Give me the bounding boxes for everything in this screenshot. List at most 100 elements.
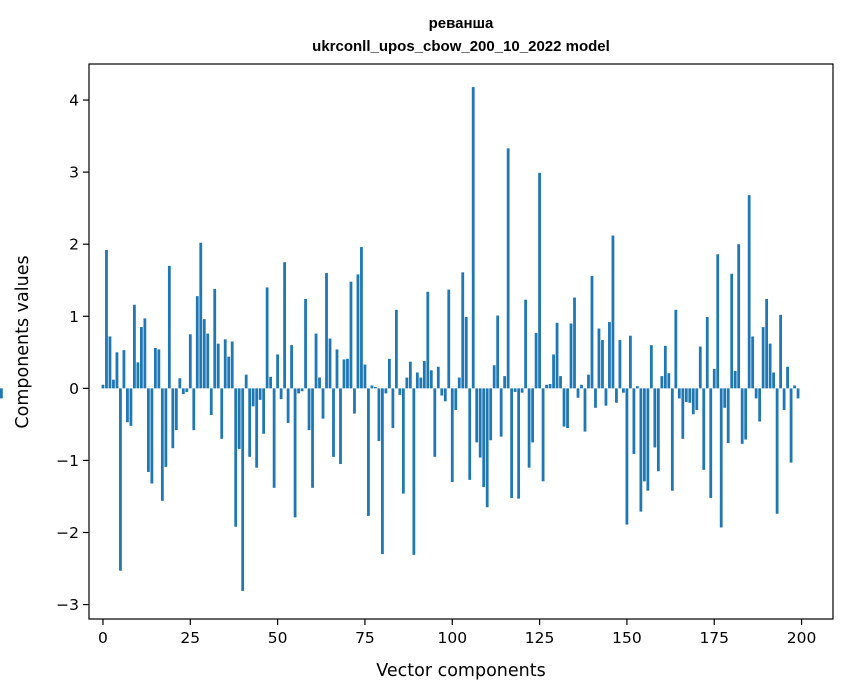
x-tick-label: 200 (787, 629, 817, 647)
bar-100 (450, 388, 454, 483)
bar-150 (625, 388, 629, 525)
bar-127 (545, 384, 548, 389)
bar-177 (719, 388, 723, 528)
bar-7 (126, 388, 129, 423)
bar-106 (471, 87, 475, 389)
bar-24 (185, 388, 189, 392)
bar-105 (468, 388, 472, 480)
bar-59 (307, 388, 311, 431)
bar-18 (164, 388, 168, 467)
bar-42 (248, 388, 252, 457)
bar-131 (559, 376, 562, 389)
bar-67 (335, 349, 339, 389)
bar-163 (670, 388, 674, 491)
bar-104 (464, 316, 468, 389)
y-tick-label: −2 (56, 524, 79, 542)
bar-32 (213, 288, 217, 389)
x-tick-label: 25 (180, 629, 200, 647)
x-tick-label: 0 (98, 629, 108, 647)
bar-175 (712, 368, 716, 389)
bar-145 (608, 322, 611, 389)
bar-188 (758, 388, 762, 422)
bar-121 (524, 299, 528, 389)
bar-118 (513, 388, 517, 392)
bar-174 (709, 388, 713, 498)
bar-103 (461, 272, 465, 389)
bar-141 (594, 388, 597, 408)
bar-126 (541, 388, 545, 482)
bar-168 (688, 388, 692, 403)
bar-185 (747, 195, 751, 389)
bar-157 (649, 345, 653, 389)
bar-86 (401, 388, 405, 494)
bar-130 (555, 322, 559, 389)
bar-198 (793, 385, 796, 389)
y-tick-label: 4 (69, 92, 79, 110)
bar-79 (377, 388, 381, 441)
bar-46 (262, 388, 266, 434)
bar-29 (202, 319, 206, 389)
bar-12 (143, 318, 147, 389)
bar-164 (674, 309, 678, 389)
bar-197 (789, 388, 793, 463)
bar-49 (272, 388, 276, 488)
bar-82 (388, 358, 391, 389)
bar-134 (569, 323, 573, 389)
bar-87 (405, 377, 409, 389)
bar-124 (534, 332, 538, 389)
bar-144 (604, 388, 608, 406)
bar-28 (199, 242, 203, 389)
bar-77 (370, 385, 374, 389)
bar-71 (349, 281, 353, 389)
bar-9 (133, 304, 136, 389)
bar-2 (108, 336, 112, 389)
bar-58 (304, 298, 307, 389)
bar-191 (768, 343, 772, 389)
bar-154 (639, 388, 643, 512)
chart-title: реванша (429, 15, 494, 32)
bar-151 (629, 335, 632, 389)
bar-199 (796, 388, 800, 399)
bar-153 (636, 386, 639, 389)
bar-179 (726, 388, 730, 444)
bar-50 (276, 354, 280, 389)
bar-27 (195, 296, 199, 389)
bar-81 (384, 388, 388, 394)
bar-68 (339, 388, 342, 465)
bar-3 (112, 379, 115, 389)
x-tick-label: 50 (268, 629, 288, 647)
bar-76 (367, 388, 370, 516)
bar-69 (342, 359, 346, 389)
y-tick-label: 1 (69, 308, 79, 326)
bar-156 (646, 388, 650, 491)
bar-171 (698, 346, 702, 389)
y-tick-label: 3 (69, 164, 79, 182)
bar-31 (209, 388, 213, 416)
bar-120 (520, 388, 524, 393)
bar-85 (398, 388, 402, 395)
bar-102 (457, 377, 461, 389)
bar-11 (140, 327, 143, 389)
bar-132 (562, 388, 566, 427)
bar-133 (566, 388, 569, 428)
bar-14 (150, 388, 154, 484)
bar-74 (360, 247, 363, 389)
bar-149 (622, 388, 625, 393)
bar-136 (576, 388, 580, 398)
x-tick-label: 100 (437, 629, 467, 647)
bar-25 (188, 334, 192, 389)
bar-125 (538, 172, 541, 389)
bar-187 (754, 388, 758, 399)
bar-72 (353, 388, 356, 414)
bar-80 (381, 388, 384, 555)
bar-180 (730, 273, 734, 389)
y-tick-label: 2 (69, 236, 79, 254)
bar-196 (786, 366, 789, 389)
y-tick-label: −1 (56, 452, 79, 470)
bar-184 (744, 388, 748, 440)
bar-99 (447, 289, 451, 389)
bar-165 (677, 388, 681, 399)
bar-98 (443, 388, 447, 402)
bar-6 (122, 350, 126, 389)
bar-33 (216, 343, 220, 389)
